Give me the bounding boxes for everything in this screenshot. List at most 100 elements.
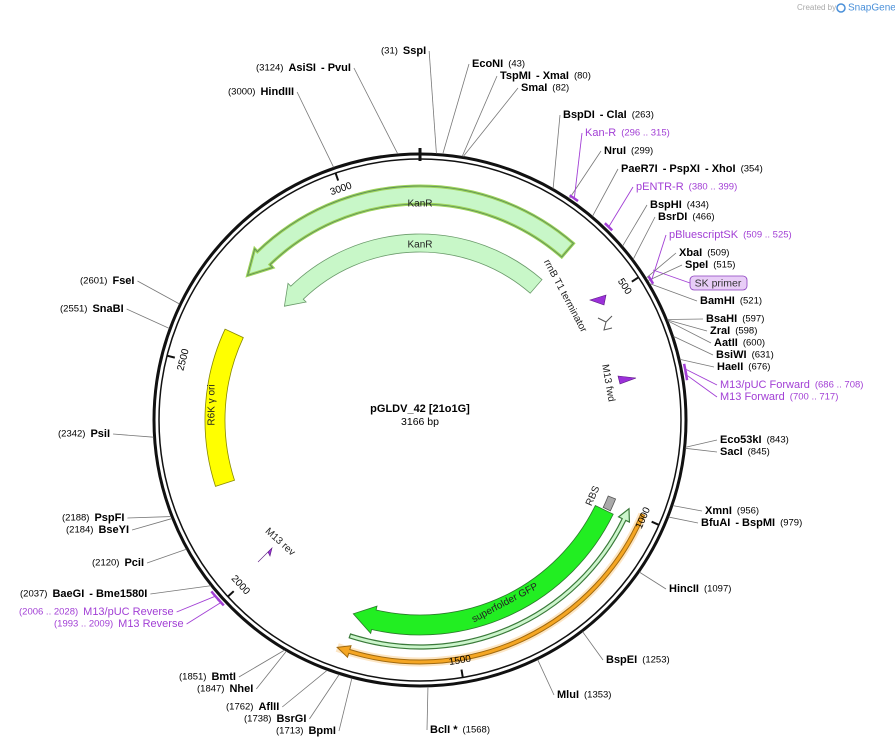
site-position: (598) [735, 326, 757, 337]
enzyme-name: NheI [229, 683, 253, 695]
branding: Created by SnapGene [797, 3, 895, 14]
site-leader [255, 650, 287, 690]
site-position: (521) [740, 296, 762, 307]
site-position: (1568) [463, 725, 490, 736]
ruler-tick [166, 354, 176, 359]
m13-rev-arrow [257, 547, 273, 563]
site-leader [672, 505, 703, 512]
enzyme-name: FseI [112, 275, 134, 287]
primer-site [217, 598, 225, 607]
plasmid-name: pGLDV_42 [21o1G] [370, 403, 470, 415]
enzyme-name: - PvuI [321, 62, 351, 74]
enzyme-name: BspDI [563, 109, 595, 121]
enzyme-name: BsaHI [706, 313, 737, 325]
site-leader [428, 50, 437, 154]
enzyme-name: PspFI [94, 512, 124, 524]
site-position: (509) [707, 248, 729, 259]
primer-range: (1993 .. 2009) [54, 619, 113, 630]
sk-leader [652, 269, 691, 284]
enzyme-name: TspMI [500, 70, 531, 82]
site-leader [442, 63, 470, 155]
site-position: (466) [692, 212, 714, 223]
site-position: (843) [767, 435, 789, 446]
primer-leader [186, 602, 221, 625]
site-position: (1738) [244, 714, 271, 725]
site-position: (979) [780, 518, 802, 529]
enzyme-name: BsrGI [276, 713, 306, 725]
enzyme-name: - ClaI [600, 109, 627, 121]
primer-site [647, 275, 655, 285]
site-leader [126, 308, 170, 329]
site-position: (2601) [80, 276, 107, 287]
site-leader [552, 114, 561, 189]
site-position: (1762) [226, 702, 253, 713]
site-leader [461, 75, 498, 157]
enzyme-name: - XmaI [536, 70, 569, 82]
site-position: (43) [508, 59, 525, 70]
plasmid-length: 3166 bp [401, 416, 439, 428]
enzyme-name: BmtI [211, 671, 235, 683]
enzyme-name: NruI [604, 145, 626, 157]
features [204, 184, 647, 667]
enzyme-name: BfuAI [701, 517, 730, 529]
primer-leader [651, 234, 667, 280]
primer-range: (2006 .. 2028) [19, 607, 78, 618]
sk-primer-label: SK primer [695, 277, 742, 289]
ruler-tick [651, 520, 660, 526]
site-position: (31) [381, 46, 398, 57]
site-position: (299) [631, 146, 653, 157]
site-leader [338, 678, 353, 732]
created-by: Created by [797, 3, 836, 12]
enzyme-name: - Bme1580I [89, 588, 147, 600]
site-position: (2184) [66, 525, 93, 536]
site-leader [647, 264, 683, 282]
site-leader [685, 447, 718, 453]
primer-name: M13/pUC Forward [720, 379, 810, 391]
site-leader [127, 516, 172, 519]
enzyme-name: SspI [403, 45, 426, 57]
site-leader [685, 439, 718, 448]
enzyme-name: HindIII [260, 86, 294, 98]
site-leader [667, 320, 712, 344]
site-leader [639, 571, 667, 590]
site-leader [137, 280, 180, 305]
green-primer [348, 507, 631, 650]
site-leader [592, 168, 619, 217]
site-position: (434) [687, 200, 709, 211]
enzyme-name: BsrDI [658, 211, 687, 223]
site-position: (1847) [197, 684, 224, 695]
primer-name: M13/pUC Reverse [83, 606, 173, 618]
site-position: (515) [713, 260, 735, 271]
site-leader [679, 358, 715, 368]
ori-arc [204, 328, 244, 487]
site-leader [309, 674, 340, 720]
primer-site [568, 194, 579, 203]
primer-range: (700 .. 717) [790, 392, 839, 403]
terminator-symbol [597, 315, 613, 331]
site-leader [645, 252, 677, 279]
enzyme-name: AsiSI [288, 62, 316, 74]
site-leader [146, 548, 187, 564]
site-leader [622, 204, 648, 247]
site-leader [673, 336, 714, 356]
enzyme-name: XbaI [679, 247, 702, 259]
site-position: (1097) [704, 584, 731, 595]
primer-leader [687, 375, 718, 398]
site-position: (1851) [179, 672, 206, 683]
site-leader [281, 670, 328, 708]
site-leader [238, 649, 285, 678]
site-position: (2551) [60, 304, 87, 315]
primer-range: (296 .. 315) [621, 128, 670, 139]
site-leader [462, 87, 519, 157]
enzyme-name: PsiI [90, 428, 110, 440]
enzyme-name: AatII [714, 337, 738, 349]
primer-site [684, 371, 689, 381]
logo: SnapGene [848, 3, 895, 14]
terminator-label: rrnB T1 terminator [541, 258, 589, 335]
logo-icon [836, 3, 846, 13]
site-leader [632, 216, 656, 260]
primer-name: Kan-R [585, 127, 616, 139]
site-position: (2037) [20, 589, 47, 600]
enzyme-name: AflII [258, 701, 279, 713]
enzyme-name: BaeGI [52, 588, 84, 600]
